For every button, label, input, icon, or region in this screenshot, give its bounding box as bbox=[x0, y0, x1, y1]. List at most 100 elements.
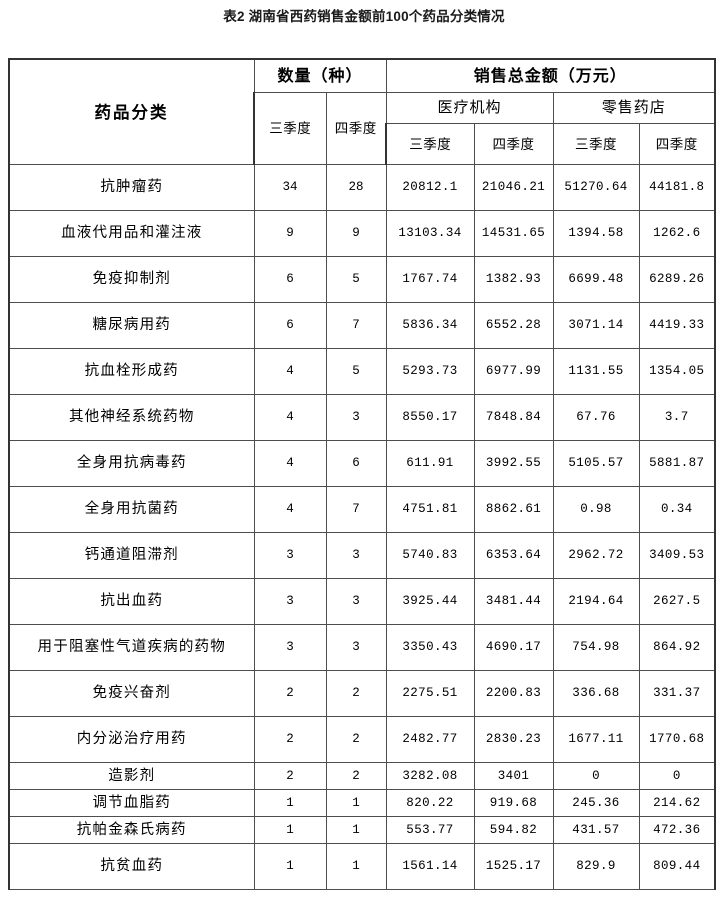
cell-retail-q3: 829.9 bbox=[552, 843, 640, 890]
cell-quantity-q3: 34 bbox=[253, 164, 327, 211]
cell-quantity-q4: 7 bbox=[325, 486, 387, 533]
cell-category: 免疫兴奋剂 bbox=[8, 670, 255, 717]
cell-retail-q4: 1354.05 bbox=[638, 348, 717, 395]
cell-retail-q3: 2194.64 bbox=[552, 578, 640, 625]
cell-quantity-q4: 9 bbox=[325, 210, 387, 257]
column-header-quantity-q4: 四季度 bbox=[325, 92, 387, 165]
cell-retail-q4: 214.62 bbox=[638, 789, 717, 817]
cell-quantity-q3: 4 bbox=[253, 440, 327, 487]
table-row: 钙通道阻滞剂 3 3 5740.83 6353.64 2962.72 3409.53 bbox=[8, 532, 717, 579]
cell-retail-q4: 1262.6 bbox=[638, 210, 717, 257]
cell-quantity-q4: 3 bbox=[325, 578, 387, 625]
header-row-2: 三季度 四季度 医疗机构 零售药店 bbox=[9, 92, 717, 165]
cell-retail-q3: 754.98 bbox=[552, 624, 640, 671]
table-row: 血液代用品和灌注液 9 9 13103.34 14531.65 1394.58 1262.6 bbox=[8, 210, 717, 257]
cell-medical-q3: 3282.08 bbox=[385, 762, 475, 790]
cell-category: 造影剂 bbox=[8, 762, 255, 790]
cell-quantity-q3: 3 bbox=[253, 532, 327, 579]
page-title: 表2 湖南省西药销售金额前100个药品分类情况 bbox=[223, 9, 505, 24]
cell-medical-q4: 21046.21 bbox=[473, 164, 554, 211]
table-row: 免疫兴奋剂 2 2 2275.51 2200.83 336.68 331.37 bbox=[8, 670, 717, 717]
cell-retail-q4: 3409.53 bbox=[638, 532, 717, 579]
header-row-1: 药品分类 数量（种） 销售总金额（万元） bbox=[8, 58, 717, 165]
cell-category: 抗出血药 bbox=[8, 578, 255, 625]
cell-medical-q4: 919.68 bbox=[473, 789, 554, 817]
cell-category: 抗血栓形成药 bbox=[8, 348, 255, 395]
table-row: 抗肿瘤药 34 28 20812.1 21046.21 51270.64 44181.8 bbox=[8, 164, 717, 211]
cell-medical-q3: 8550.17 bbox=[385, 394, 475, 441]
cell-quantity-q3: 3 bbox=[253, 624, 327, 671]
table-row: 免疫抑制剂 6 5 1767.74 1382.93 6699.48 6289.26 bbox=[8, 256, 717, 303]
column-header-quantity-q3: 三季度 bbox=[253, 92, 327, 165]
column-header-channel-medical: 医疗机构 bbox=[385, 92, 554, 124]
cell-medical-q4: 4690.17 bbox=[473, 624, 554, 671]
cell-category: 其他神经系统药物 bbox=[8, 394, 255, 441]
drug-category-sales-table: 药品分类 数量（种） 销售总金额（万元） 三季度 四季度 医疗机构 零售药店 三… bbox=[8, 58, 717, 890]
cell-medical-q4: 6552.28 bbox=[473, 302, 554, 349]
column-header-amount-group: 销售总金额（万元） bbox=[385, 58, 717, 93]
cell-medical-q4: 7848.84 bbox=[473, 394, 554, 441]
cell-retail-q4: 5881.87 bbox=[638, 440, 717, 487]
column-header-quantity-group: 数量（种） bbox=[253, 58, 387, 93]
cell-category: 抗贫血药 bbox=[8, 843, 255, 890]
cell-quantity-q3: 1 bbox=[253, 789, 327, 817]
cell-medical-q3: 3350.43 bbox=[385, 624, 475, 671]
cell-quantity-q3: 4 bbox=[253, 348, 327, 395]
cell-retail-q3: 1131.55 bbox=[552, 348, 640, 395]
cell-retail-q3: 1394.58 bbox=[552, 210, 640, 257]
table-header: 药品分类 数量（种） 销售总金额（万元） 三季度 四季度 医疗机构 零售药店 三… bbox=[8, 58, 717, 165]
cell-category: 内分泌治疗用药 bbox=[8, 716, 255, 763]
cell-quantity-q3: 2 bbox=[253, 762, 327, 790]
column-header-category: 药品分类 bbox=[8, 58, 255, 165]
cell-medical-q3: 1561.14 bbox=[385, 843, 475, 890]
cell-medical-q3: 2482.77 bbox=[385, 716, 475, 763]
table-row: 抗出血药 3 3 3925.44 3481.44 2194.64 2627.5 bbox=[8, 578, 717, 625]
column-header-medical-q4: 四季度 bbox=[473, 123, 554, 165]
cell-medical-q4: 8862.61 bbox=[473, 486, 554, 533]
cell-retail-q3: 6699.48 bbox=[552, 256, 640, 303]
cell-retail-q3: 431.57 bbox=[552, 816, 640, 844]
cell-medical-q4: 6353.64 bbox=[473, 532, 554, 579]
cell-medical-q3: 1767.74 bbox=[385, 256, 475, 303]
cell-medical-q4: 3481.44 bbox=[473, 578, 554, 625]
cell-medical-q3: 5293.73 bbox=[385, 348, 475, 395]
cell-medical-q3: 553.77 bbox=[385, 816, 475, 844]
cell-retail-q4: 3.7 bbox=[638, 394, 717, 441]
table-row: 造影剂 2 2 3282.08 3401 0 0 bbox=[8, 762, 717, 790]
cell-quantity-q4: 5 bbox=[325, 348, 387, 395]
cell-quantity-q4: 3 bbox=[325, 394, 387, 441]
cell-quantity-q3: 1 bbox=[253, 843, 327, 890]
cell-medical-q3: 2275.51 bbox=[385, 670, 475, 717]
cell-retail-q3: 1677.11 bbox=[552, 716, 640, 763]
column-header-retail-q4: 四季度 bbox=[638, 123, 717, 165]
cell-retail-q4: 0.34 bbox=[638, 486, 717, 533]
cell-retail-q3: 0.98 bbox=[552, 486, 640, 533]
cell-category: 免疫抑制剂 bbox=[8, 256, 255, 303]
cell-category: 全身用抗菌药 bbox=[8, 486, 255, 533]
cell-retail-q4: 1770.68 bbox=[638, 716, 717, 763]
cell-category: 抗肿瘤药 bbox=[8, 164, 255, 211]
cell-retail-q3: 2962.72 bbox=[552, 532, 640, 579]
cell-quantity-q4: 3 bbox=[325, 532, 387, 579]
cell-quantity-q4: 5 bbox=[325, 256, 387, 303]
table-row: 其他神经系统药物 4 3 8550.17 7848.84 67.76 3.7 bbox=[8, 394, 717, 441]
cell-quantity-q3: 4 bbox=[253, 394, 327, 441]
cell-category: 血液代用品和灌注液 bbox=[8, 210, 255, 257]
cell-retail-q3: 245.36 bbox=[552, 789, 640, 817]
cell-medical-q3: 820.22 bbox=[385, 789, 475, 817]
cell-retail-q4: 864.92 bbox=[638, 624, 717, 671]
cell-quantity-q3: 2 bbox=[253, 716, 327, 763]
column-header-channel-retail: 零售药店 bbox=[552, 92, 717, 124]
cell-retail-q3: 5105.57 bbox=[552, 440, 640, 487]
cell-quantity-q3: 1 bbox=[253, 816, 327, 844]
cell-quantity-q4: 28 bbox=[325, 164, 387, 211]
table-row: 内分泌治疗用药 2 2 2482.77 2830.23 1677.11 1770.68 bbox=[8, 716, 717, 763]
cell-retail-q4: 2627.5 bbox=[638, 578, 717, 625]
cell-retail-q4: 4419.33 bbox=[638, 302, 717, 349]
cell-retail-q3: 67.76 bbox=[552, 394, 640, 441]
cell-category: 调节血脂药 bbox=[8, 789, 255, 817]
table-row: 用于阻塞性气道疾病的药物 3 3 3350.43 4690.17 754.98 864.92 bbox=[8, 624, 717, 671]
cell-medical-q4: 3401 bbox=[473, 762, 554, 790]
cell-category: 糖尿病用药 bbox=[8, 302, 255, 349]
header-row-3: 三季度 四季度 三季度 四季度 bbox=[9, 123, 717, 165]
